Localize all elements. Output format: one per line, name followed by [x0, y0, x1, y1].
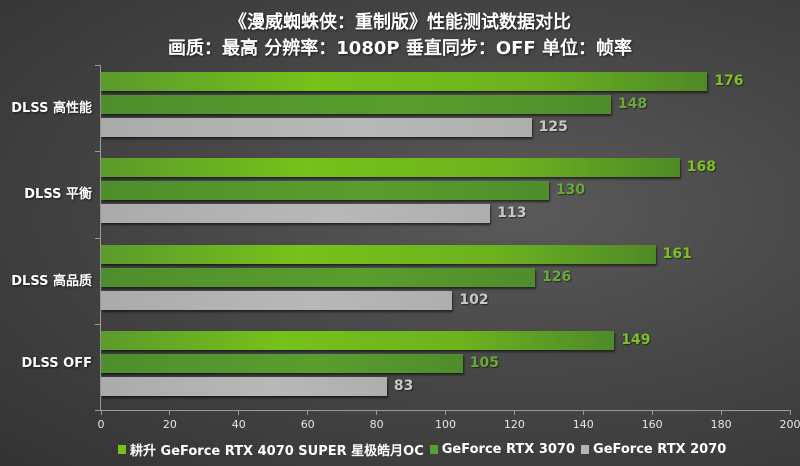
x-axis-tick [582, 410, 584, 415]
x-axis-tick-label: 20 [162, 418, 177, 431]
x-axis-tick [789, 410, 791, 415]
bar-series-0 [101, 330, 615, 350]
bar-series-1 [101, 181, 549, 201]
x-axis-tick [651, 410, 653, 415]
y-axis-tick [95, 410, 100, 411]
category-label: DLSS OFF [21, 355, 92, 371]
x-axis-tick [513, 410, 515, 415]
data-label: 126 [542, 268, 572, 285]
legend-item: GeForce RTX 2070 [581, 442, 726, 457]
x-axis-tick-label: 140 [572, 418, 594, 431]
x-axis-tick [307, 410, 309, 415]
data-label: 148 [617, 96, 648, 112]
data-label: 161 [662, 245, 692, 262]
data-label: 102 [459, 291, 489, 308]
y-axis-line [100, 65, 101, 410]
bar-series-1 [101, 95, 611, 114]
data-label: 149 [621, 331, 651, 348]
x-axis-tick-label: 160 [641, 418, 663, 431]
x-axis-tick [445, 410, 446, 415]
x-axis-tick-label: 40 [231, 418, 246, 431]
data-label: 125 [538, 119, 568, 135]
legend-label: GeForce RTX 2070 [593, 442, 727, 457]
legend-swatch-icon [118, 445, 126, 454]
category-label: DLSS 平衡 [24, 187, 92, 203]
x-axis-tick [100, 410, 102, 415]
data-label: 83 [393, 377, 414, 394]
y-axis-tick [95, 151, 100, 153]
legend-swatch-icon [429, 445, 438, 454]
bar-series-1 [101, 353, 463, 373]
x-axis-tick-label: 60 [300, 418, 315, 431]
category-label: DLSS 高性能 [11, 101, 92, 116]
chart-title: 《漫威蜘蛛侠：重制版》性能测试数据对比 [229, 12, 571, 33]
x-axis-tick-label: 180 [710, 418, 732, 431]
chart-subtitle: 画质：最高 分辨率：1080P 垂直同步：OFF 单位：帧率 [168, 38, 632, 59]
y-axis-tick [95, 237, 100, 239]
x-axis-tick [376, 410, 378, 415]
bar-series-2 [101, 376, 387, 396]
bar-series-2 [101, 204, 491, 224]
chart-legend: 耕升 GeForce RTX 4070 SUPER 星极皓月OC GeForce … [118, 440, 732, 459]
bar-series-1 [101, 267, 536, 287]
x-axis-tick-label: 0 [97, 418, 105, 431]
data-label: 176 [714, 73, 744, 89]
x-axis-tick [238, 410, 240, 415]
y-axis-tick [95, 65, 100, 66]
bar-series-0 [101, 158, 680, 178]
x-axis-tick-label: 200 [779, 418, 800, 431]
y-axis-tick [95, 323, 100, 325]
bar-series-0 [101, 244, 656, 264]
legend-item: GeForce RTX 3070 [429, 442, 576, 457]
x-axis-tick [720, 410, 722, 415]
legend-swatch-icon [581, 445, 590, 454]
data-label: 168 [686, 159, 716, 176]
data-label: 130 [555, 182, 586, 199]
x-axis-tick-label: 120 [503, 418, 525, 431]
bar-series-2 [101, 118, 532, 137]
legend-label: 耕升 GeForce RTX 4070 SUPER 星极皓月OC [130, 444, 424, 459]
x-axis-tick [169, 410, 171, 415]
bar-series-0 [101, 72, 708, 91]
bar-series-2 [101, 290, 453, 310]
category-label: DLSS 高品质 [11, 273, 92, 289]
x-axis-tick-label: 100 [435, 418, 456, 431]
data-label: 105 [469, 354, 499, 371]
x-axis-tick-label: 80 [369, 418, 384, 431]
legend-item: 耕升 GeForce RTX 4070 SUPER 星极皓月OC [118, 440, 424, 459]
data-label: 113 [497, 205, 527, 222]
legend-label: GeForce RTX 3070 [441, 442, 576, 457]
